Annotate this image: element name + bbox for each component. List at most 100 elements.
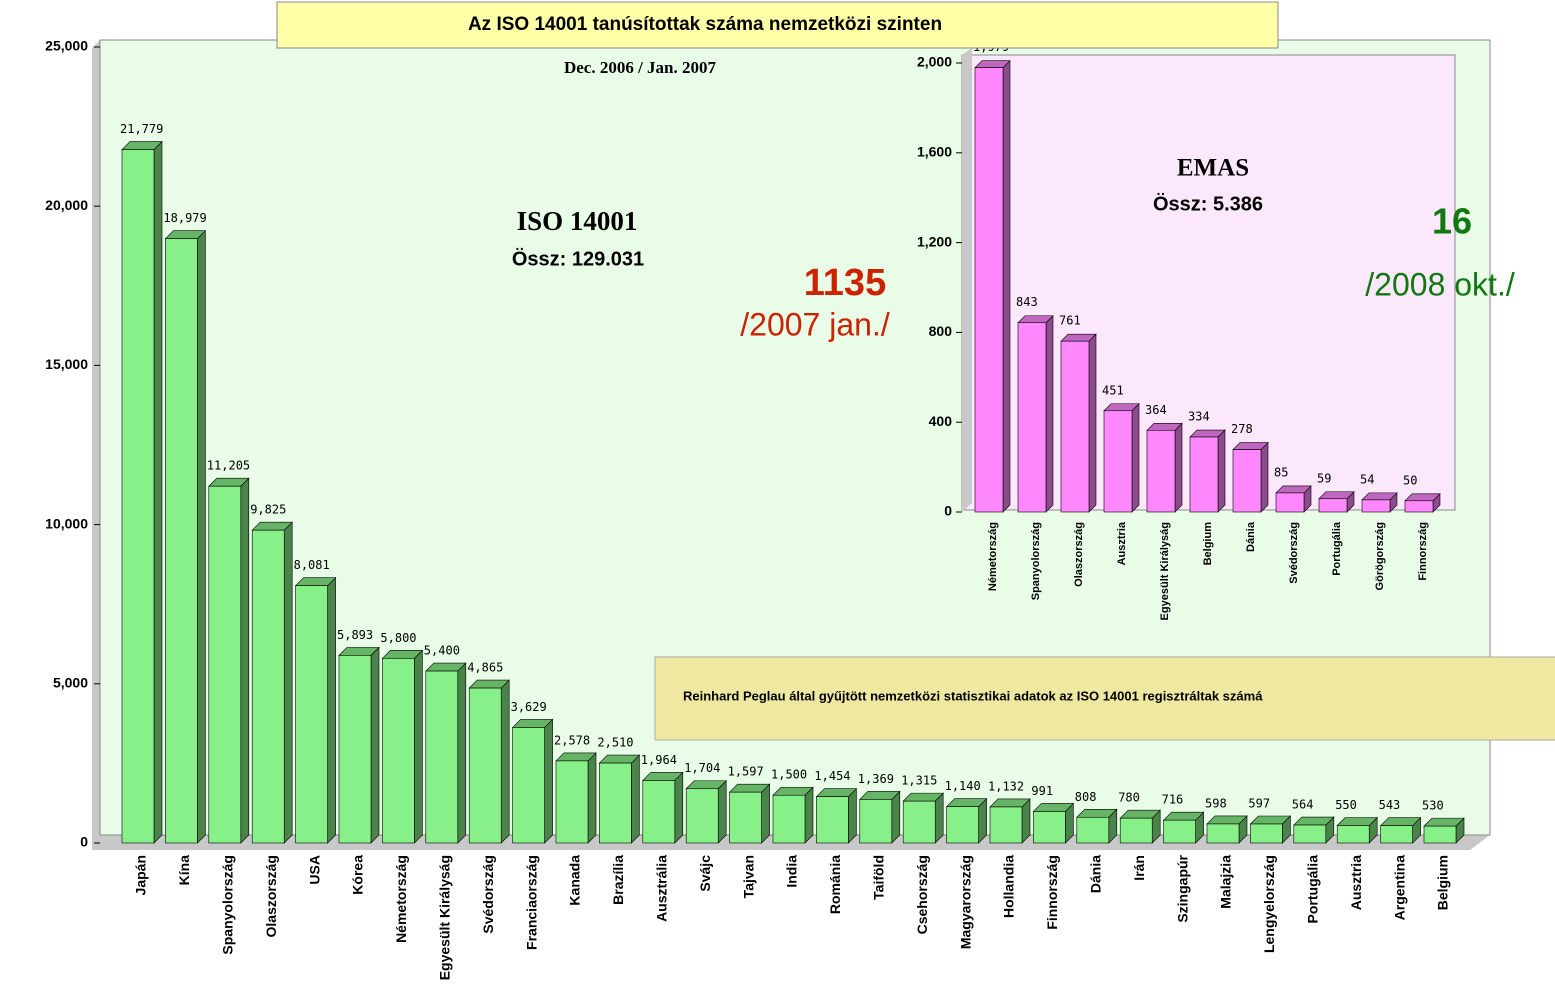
x-tick-label: Belgium [1435,855,1451,910]
bar [1146,422,1183,513]
bar-side [1131,403,1140,513]
value-label: 530 [1422,799,1444,813]
bar [1119,809,1161,844]
value-label: 50 [1403,473,1417,487]
bar-side [1174,422,1183,513]
total: Össz: 129.031 [512,247,644,270]
bar [1206,815,1248,844]
x-tick-label: Görögország [1374,522,1386,590]
x-tick-label: Ausztria [1348,855,1364,910]
x-tick-label: Argentina [1391,855,1407,921]
bar-front [1146,429,1176,513]
note: Reinhard Peglau által gyűjtött nemzetköz… [683,688,1263,703]
bar-side [587,752,597,844]
value-label: 1,704 [684,761,720,775]
y-tick-label: 25,000 [45,38,88,54]
bar-side [1260,441,1269,513]
x-tick-label: Spanyolország [220,855,236,955]
bar [989,798,1031,844]
x-tick-label: Finnország [1417,522,1429,581]
value-label: 550 [1335,798,1357,812]
bar [1318,491,1355,513]
bar-side [1217,429,1226,513]
bar-front [1250,823,1283,844]
bar-side [153,140,163,844]
x-tick-label: Egyesült Királyság [1159,522,1171,620]
bar-front [1103,410,1133,513]
bar-front [251,529,285,844]
bar-front [1163,819,1196,844]
annotation: 1135 [804,262,886,304]
bar [338,646,380,844]
x-tick-label: Lengyelország [1261,855,1277,953]
note-box [654,656,1555,741]
bar [945,797,988,844]
y-tick-label: 10,000 [45,515,88,531]
bar [1189,429,1226,513]
y-tick-label: 400 [929,413,953,429]
bar [902,792,944,844]
bar [1293,816,1335,844]
value-label: 843 [1016,295,1038,309]
bar-front [1336,825,1370,844]
x-tick-label: Belgium [1202,522,1214,566]
bar-front [599,762,632,844]
bar [164,229,207,844]
bar [555,752,597,844]
bar-front [1423,825,1457,844]
y-tick-label: 0 [944,503,952,519]
bar-front [555,760,589,844]
title-box [276,1,1279,49]
value-label: 3,629 [511,700,547,714]
y-tick-label: 2,000 [917,54,952,70]
value-label: 1,140 [945,779,981,793]
bar [1232,441,1269,513]
x-tick-label: USA [306,855,322,885]
value-label: 2,510 [597,736,633,750]
bar-front [1361,499,1391,513]
bar-side [631,754,640,844]
bar-front [772,794,806,844]
x-tick-label: Egyesült Királyság [437,855,453,980]
series-label: ISO 14001 [517,206,638,236]
x-tick-label: Csehország [914,855,930,934]
x-tick-label: Hollandia [1001,855,1017,918]
bar-front [1318,498,1348,513]
x-tick-label: Magyarország [957,855,973,949]
value-label: 5,800 [380,631,416,645]
x-tick-label: Olaszország [1073,522,1085,587]
bar-front [642,780,676,844]
x-tick-label: Brazília [610,855,626,905]
annotation: /2007 jan./ [740,306,890,342]
x-tick-label: Kína [176,855,192,886]
x-tick-label: Svédország [480,855,496,934]
total: Össz: 5.386 [1153,192,1263,215]
bar [1017,315,1054,513]
bar-front [685,788,719,844]
bar-side [761,783,770,844]
value-label: 9,825 [250,503,286,517]
x-tick-label: Portugália [1331,521,1343,576]
bar [598,754,641,844]
value-label: 597 [1248,796,1270,810]
bar-front [816,796,849,844]
bar-front [1206,823,1240,844]
value-label: 364 [1145,403,1167,417]
bar [1336,816,1378,844]
bar-side [1088,333,1097,513]
x-tick-label: Irán [1131,855,1147,881]
bar-front [989,806,1023,844]
bar [1060,333,1097,513]
value-label: 334 [1188,410,1210,424]
bar-front [1293,824,1327,844]
bar-side [240,477,250,844]
bar-front [859,799,893,844]
bar-front [208,485,242,844]
inset-side [962,48,972,512]
bar-front [902,800,936,844]
annotation: /2008 okt./ [1365,266,1515,302]
bar-side [283,521,293,844]
bar-front [1076,816,1110,844]
x-tick-label: Svájc [697,855,713,892]
x-tick-label: India [784,855,800,888]
